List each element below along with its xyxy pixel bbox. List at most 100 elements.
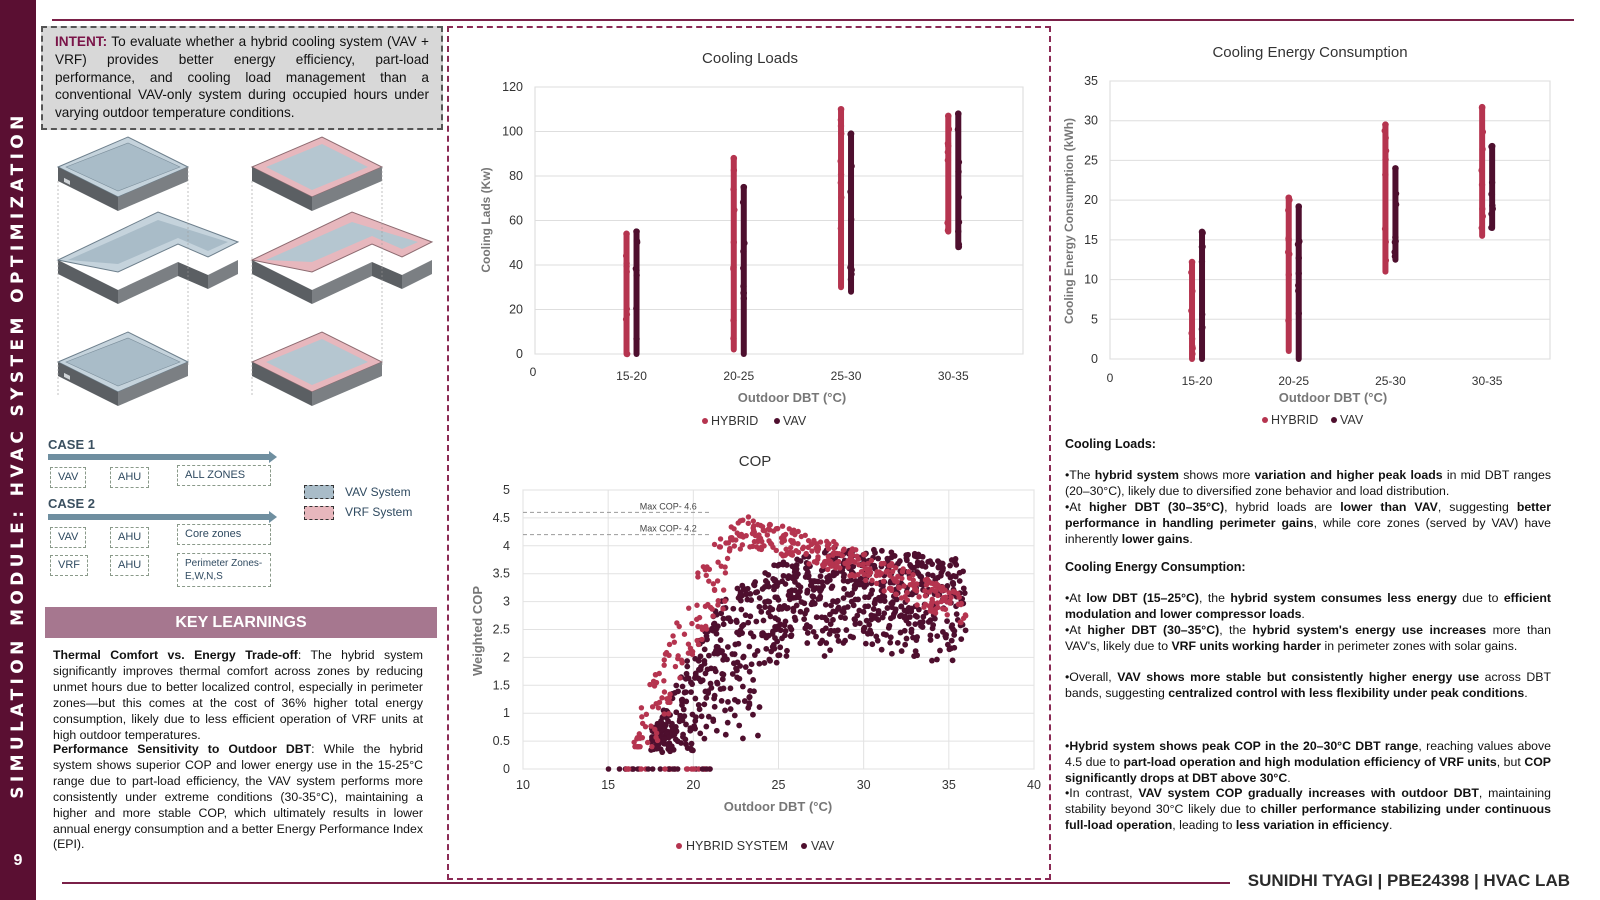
cop-vav-point <box>780 572 787 579</box>
cop-vav-point <box>824 578 831 585</box>
cop-vav-point <box>768 648 775 655</box>
cop-vav-point <box>827 647 834 654</box>
cop-vav-point <box>777 627 784 634</box>
cop-vav-point <box>701 660 708 667</box>
energy-ylabel: Cooling Energy Consumption (kWh) <box>1062 118 1076 324</box>
cl-point <box>837 157 844 165</box>
cl-point <box>848 266 855 274</box>
cl-point <box>633 272 640 279</box>
case2-tag-core: Core zones <box>177 524 271 545</box>
cop-vav-point <box>718 697 725 704</box>
cop-vav-point <box>948 637 955 644</box>
cl-point <box>944 227 952 234</box>
cop-zero-point <box>671 766 678 772</box>
case1-tag-zones: ALL ZONES <box>177 465 271 486</box>
cop-hybrid-point <box>905 568 912 575</box>
cop-vav-point <box>793 574 800 580</box>
en-point <box>1295 270 1302 277</box>
cop-hybrid-point <box>738 531 745 538</box>
emphasis-text: VAV shows more stable but consistently h… <box>1117 670 1480 684</box>
cop-vav-point <box>803 622 810 628</box>
cl-point-max <box>944 112 952 120</box>
cop-hybrid-point <box>685 650 692 656</box>
cop-vav-point <box>871 600 878 607</box>
emphasis-text: VAV system COP gradually increases with … <box>1138 786 1479 800</box>
cop-hybrid-point <box>715 598 721 604</box>
p2-body: : While the hybrid system shows superior… <box>53 742 423 852</box>
cop-hybrid-point <box>677 675 683 681</box>
cop-vav-point <box>810 600 817 607</box>
cop-zero-point <box>645 766 652 772</box>
emphasis-text: low DBT (15–25°C) <box>1086 591 1200 605</box>
cop-hybrid-point <box>963 613 969 619</box>
cop-hybrid-point <box>934 600 941 606</box>
en-point <box>1189 350 1196 358</box>
case2-tag-perimeter: Perimeter Zones- E,W,N,S <box>177 553 271 587</box>
cl-point <box>741 239 748 247</box>
cop-max-annotation: Max COP- 4.6 <box>640 501 697 511</box>
cop-vav-point <box>770 575 777 582</box>
cop-vav-point <box>735 594 742 601</box>
cop-hybrid-point <box>788 537 794 544</box>
body-text: , but <box>1496 754 1525 769</box>
cop-vav-point <box>782 581 789 587</box>
cop-vav-point <box>767 657 774 664</box>
cop-vav-point <box>898 603 905 610</box>
vav-system-label: VAV System <box>345 485 411 499</box>
cop-vav-point <box>737 663 744 669</box>
energy-legend-hybrid: HYBRID <box>1271 413 1318 427</box>
cooling-loads-legend-hybrid-marker <box>702 418 708 424</box>
cop-vav-point <box>752 589 759 596</box>
cop-vav-point <box>821 549 828 556</box>
cop-hybrid-point <box>698 624 705 630</box>
cop-hybrid-point <box>659 695 665 701</box>
cop-vav-point <box>793 602 800 609</box>
cop-vav-point <box>776 652 783 659</box>
cl-point <box>633 267 640 274</box>
energy-xlabel: Outdoor DBT (°C) <box>1279 390 1387 405</box>
cop-vav-point <box>936 560 943 566</box>
cop-vav-point <box>929 572 936 579</box>
emphasis-text: centralized control with less flexibilit… <box>1168 685 1525 700</box>
cop-vav-point <box>842 615 848 621</box>
cop-vav-point <box>929 657 935 664</box>
cop-vav-point <box>741 698 748 704</box>
en-point <box>1188 269 1195 276</box>
cop-hybrid-point <box>705 601 711 608</box>
en-point <box>1478 224 1485 232</box>
cop-vav-point <box>870 606 877 612</box>
cop-vav-point <box>659 749 666 756</box>
cop-vav-point <box>706 652 712 659</box>
cop-vav-point <box>710 621 717 628</box>
cop-vav-point <box>748 597 755 603</box>
cop-hybrid-point <box>711 587 718 593</box>
en-ytick: 5 <box>1091 312 1098 326</box>
cop-vav-point <box>658 718 664 724</box>
cop-hybrid-point <box>810 540 816 547</box>
cop-vav-point <box>696 706 703 713</box>
cop-vav-point <box>756 660 763 667</box>
case1-top-building <box>57 136 189 212</box>
cop-hybrid-point <box>773 547 779 554</box>
body-text: , leading to <box>1172 817 1236 832</box>
cop-vav-point <box>898 648 905 654</box>
cop-vav-point <box>843 627 850 633</box>
cop-vav-point <box>802 610 808 617</box>
cop-hybrid-point <box>865 572 872 579</box>
cop-ytick: 5 <box>503 483 510 497</box>
emphasis-text: lower than VAV <box>1340 500 1438 514</box>
en-point <box>1295 287 1302 295</box>
cop-hybrid-point <box>950 588 957 595</box>
cop-vav-point <box>949 580 956 586</box>
cooling-loads-ylabel: Cooling Lads (Kw) <box>479 167 493 272</box>
en-point <box>1198 325 1206 333</box>
en-point <box>1478 167 1485 174</box>
cop-vav-point <box>925 571 932 578</box>
cop-vav-point <box>774 594 781 601</box>
cop-hybrid-point <box>814 560 820 566</box>
cop-vav-point <box>869 641 876 648</box>
cop-vav-point <box>667 748 674 755</box>
cop-hybrid-point <box>699 636 705 643</box>
cop-hybrid-point <box>935 604 941 611</box>
cop-title: COP <box>739 453 772 470</box>
